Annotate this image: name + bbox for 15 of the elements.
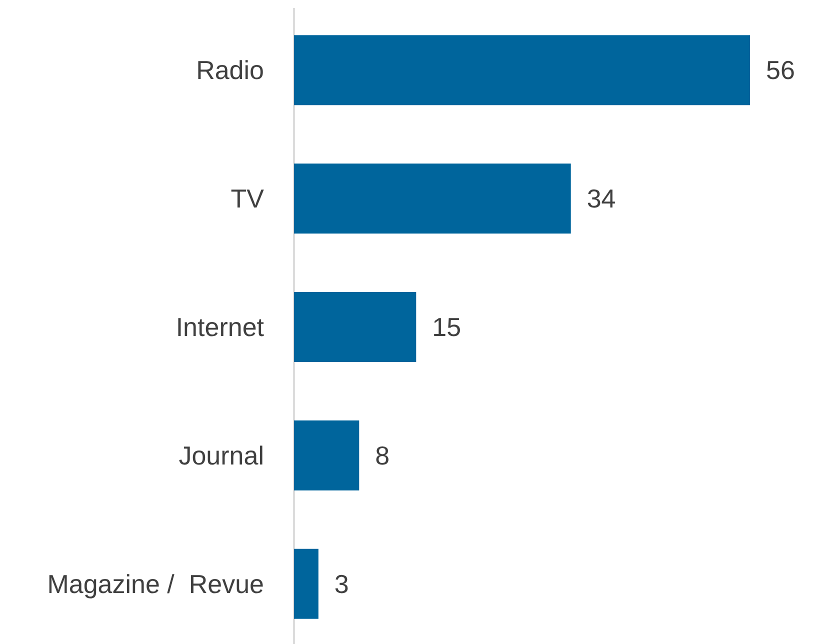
bar (294, 548, 318, 619)
bar (294, 164, 571, 234)
data-label: 34 (586, 184, 616, 214)
data-label: 3 (334, 568, 349, 599)
bar (294, 35, 750, 106)
data-label: 8 (375, 440, 390, 471)
y-tick-label: Radio (196, 55, 264, 86)
data-label: 56 (766, 55, 795, 86)
bar (294, 420, 360, 490)
y-tick-label: Journal (178, 440, 264, 471)
y-tick-label: Internet (176, 312, 265, 342)
y-tick-label: Magazine / Revue (47, 568, 264, 599)
data-label: 15 (432, 312, 462, 342)
y-tick-label: TV (230, 184, 265, 214)
bar (294, 292, 416, 362)
